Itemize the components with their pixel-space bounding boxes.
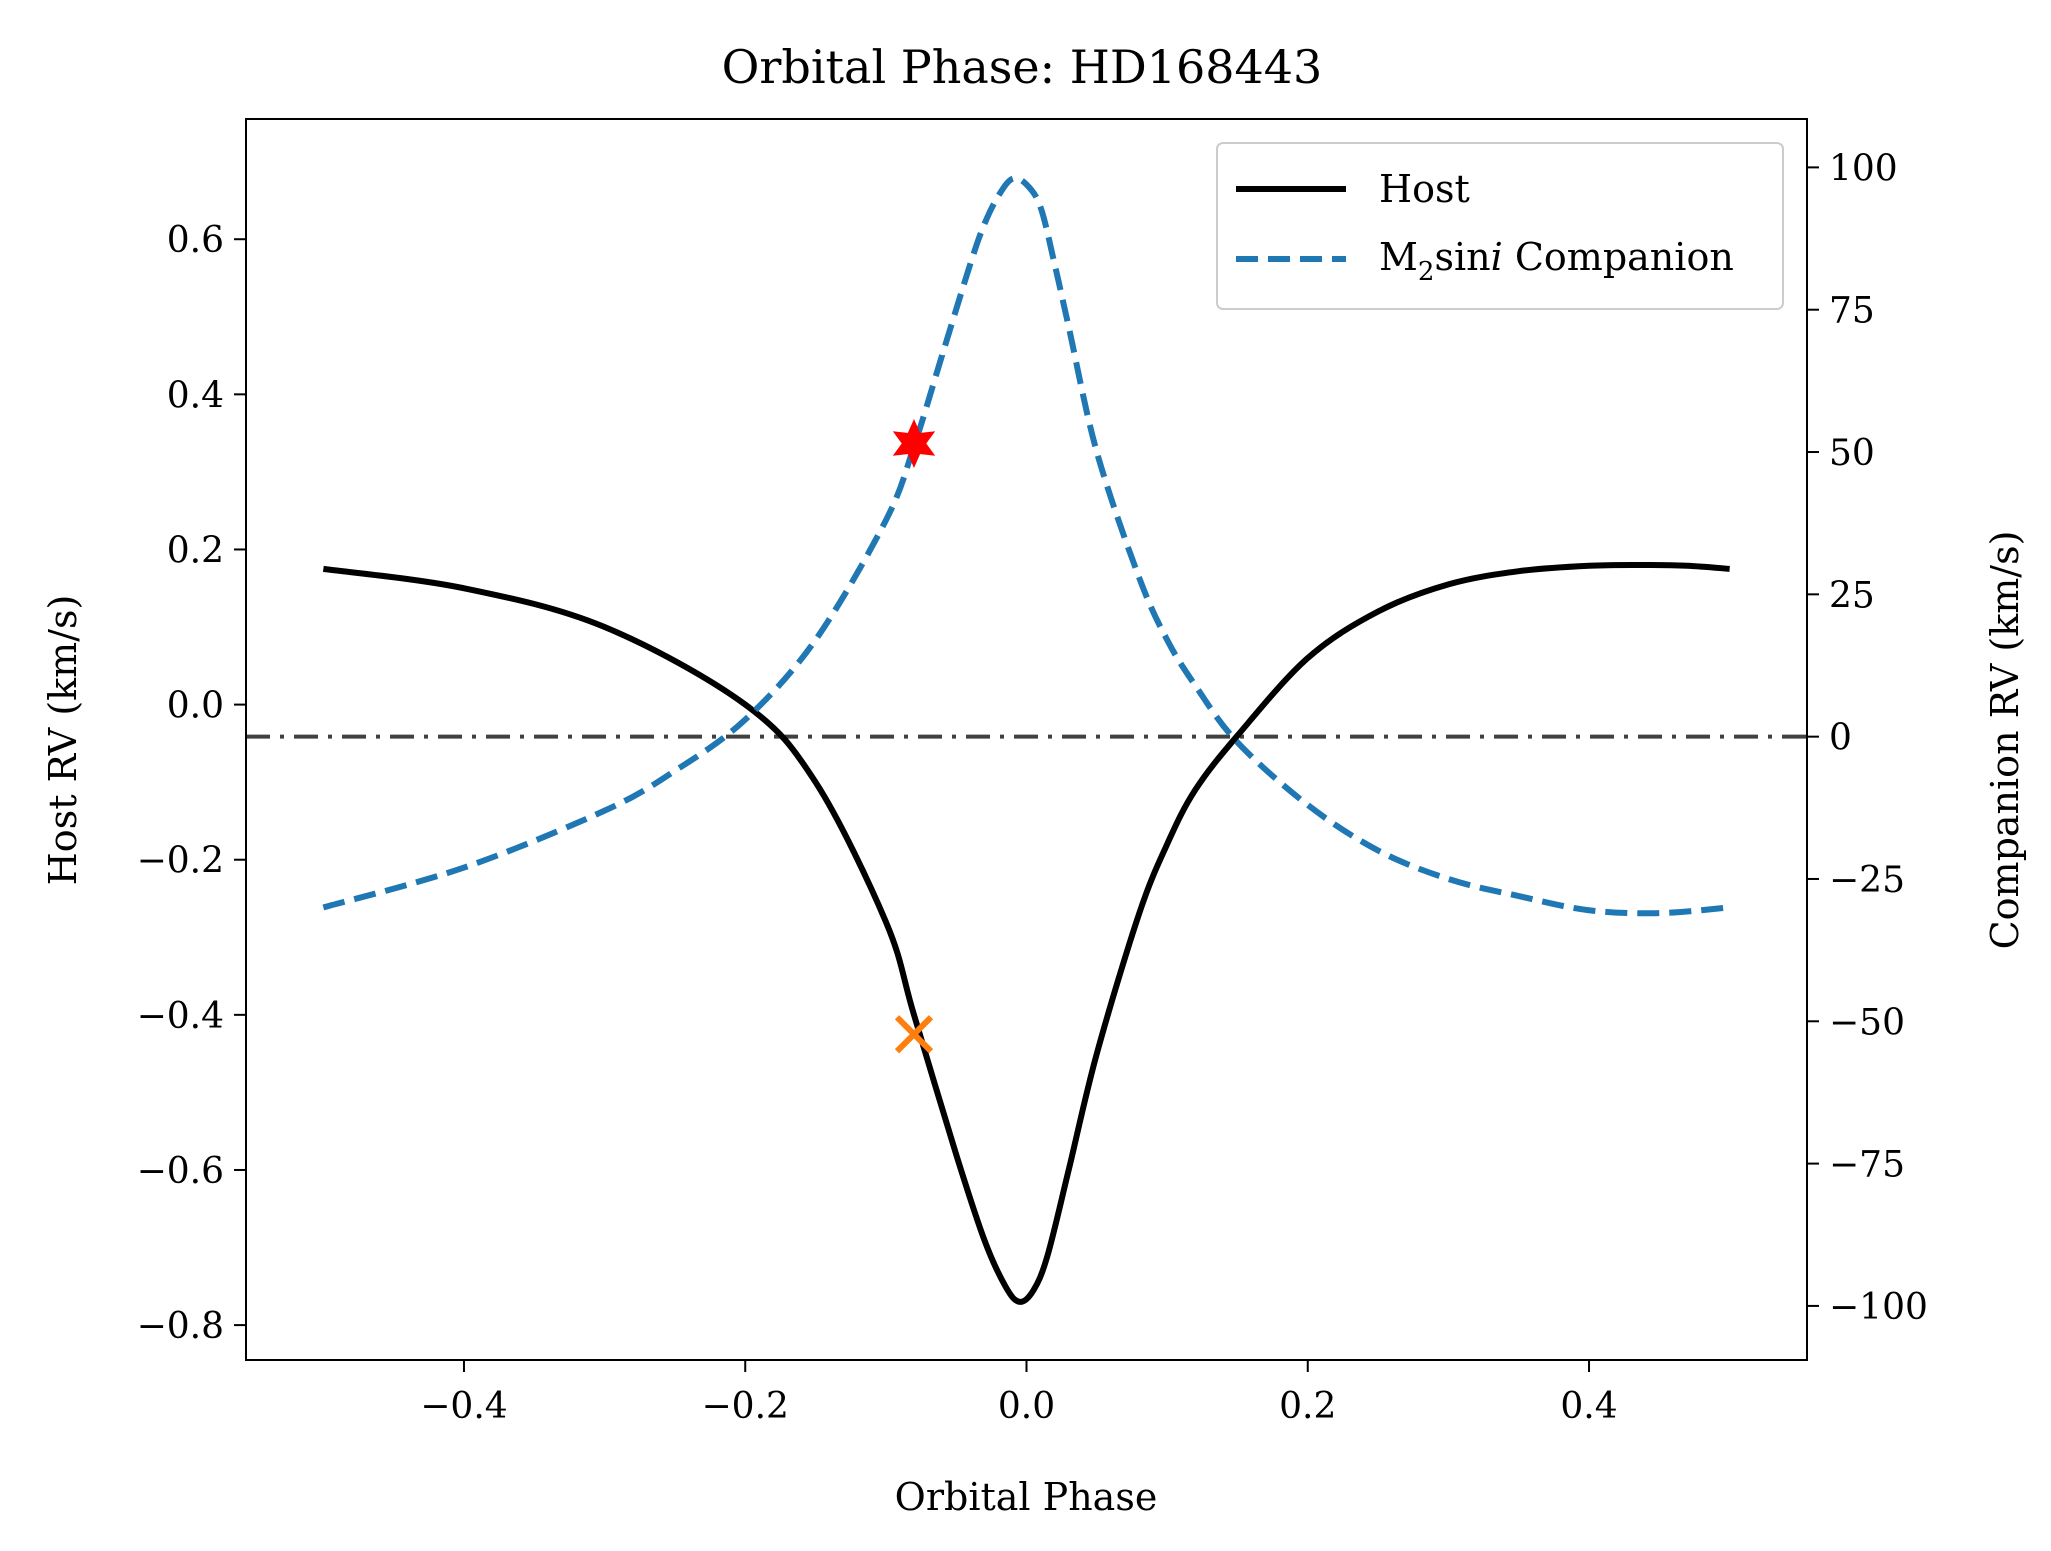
x-tick-label: −0.4: [420, 1386, 507, 1427]
right-y-axis-ticks: 100 75 50 25 0 −25 −50 −75 −100: [1807, 148, 1928, 1328]
left-y-axis-label: Host RV (km/s): [41, 595, 85, 886]
right-y-tick-label: −100: [1829, 1287, 1928, 1328]
left-y-tick-label: 0.4: [167, 375, 224, 416]
right-y-tick-label: 100: [1829, 148, 1898, 189]
right-y-tick-label: 50: [1829, 433, 1875, 474]
right-y-axis-label: Companion RV (km/s): [1983, 531, 2027, 950]
left-y-tick-label: 0.6: [167, 220, 224, 261]
left-y-tick-label: −0.4: [137, 996, 224, 1037]
left-y-tick-label: −0.6: [137, 1151, 224, 1192]
right-y-tick-label: −25: [1829, 860, 1905, 901]
legend-companion-m: M: [1379, 235, 1418, 279]
right-y-tick-label: 75: [1829, 291, 1875, 332]
x-tick-label: −0.2: [702, 1386, 789, 1427]
legend-companion-subscript: 2: [1418, 257, 1435, 287]
left-y-axis-ticks: 0.6 0.4 0.2 0.0 −0.2 −0.4 −0.6 −0.8: [137, 220, 246, 1347]
legend-companion-rest: Companion: [1503, 235, 1734, 279]
right-y-tick-label: −50: [1829, 1002, 1905, 1043]
left-y-tick-label: 0.2: [167, 530, 224, 571]
companion-rv-line: [322, 175, 1730, 917]
x-tick-label: 0.4: [1560, 1386, 1617, 1427]
host-marker-x: [894, 1015, 934, 1054]
x-axis-label: Orbital Phase: [895, 1475, 1158, 1519]
right-y-tick-label: −75: [1829, 1145, 1905, 1186]
left-y-tick-label: −0.2: [137, 841, 224, 882]
legend-companion-sin: sin: [1434, 235, 1490, 279]
companion-marker-star: [892, 419, 936, 468]
x-axis-ticks: −0.4 −0.2 0.0 0.2 0.4: [420, 1360, 1618, 1427]
x-tick-label: 0.2: [1279, 1386, 1336, 1427]
right-y-tick-label: 25: [1829, 575, 1875, 616]
legend: Host M2sini Companion: [1216, 142, 1784, 310]
legend-companion-i: i: [1491, 235, 1503, 279]
host-rv-line: [322, 561, 1730, 1305]
right-y-tick-label: 0: [1829, 718, 1852, 759]
legend-companion-label: M2sini Companion: [1379, 235, 1734, 287]
legend-box: [1216, 142, 1784, 310]
x-tick-label: 0.0: [998, 1386, 1055, 1427]
chart-title: Orbital Phase: HD168443: [722, 40, 1323, 94]
left-y-tick-label: −0.8: [137, 1306, 224, 1347]
left-y-tick-label: 0.0: [167, 686, 224, 727]
legend-host-label: Host: [1379, 167, 1470, 211]
